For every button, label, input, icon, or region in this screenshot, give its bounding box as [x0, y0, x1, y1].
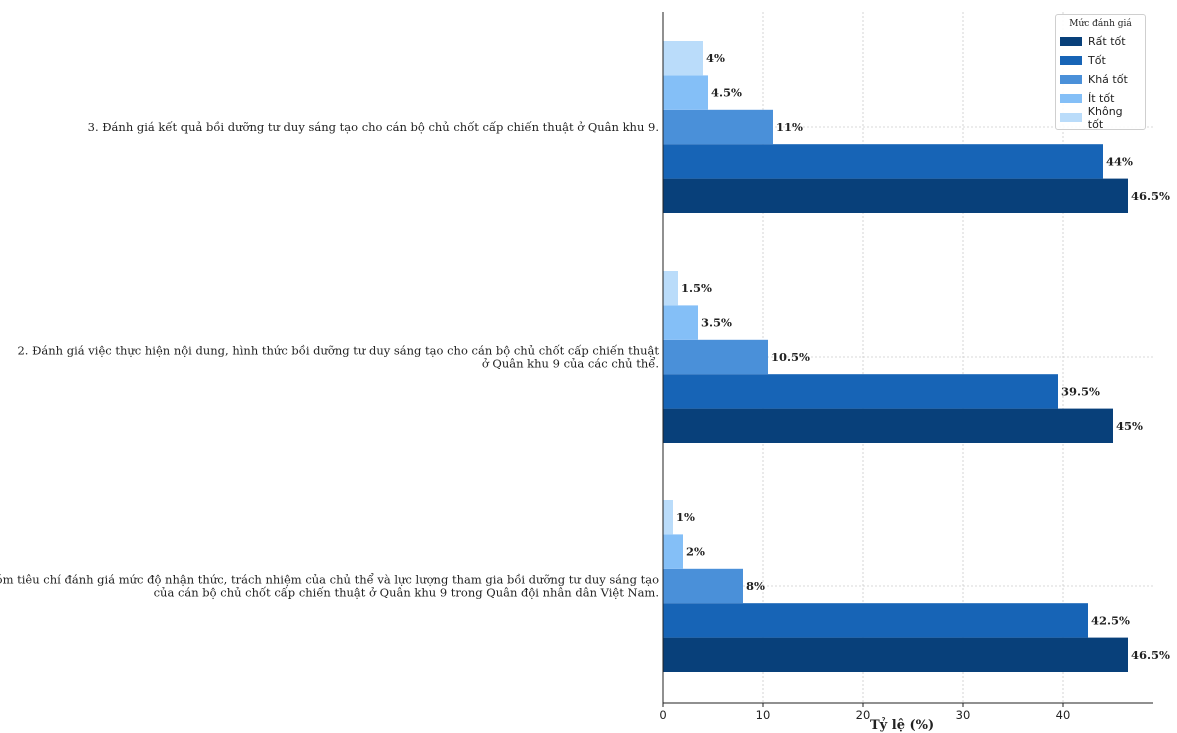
data-label: 46.5%: [1131, 189, 1170, 203]
legend-item: Tốt: [1060, 51, 1141, 70]
legend-label: Ít tốt: [1088, 92, 1115, 105]
data-label: 4.5%: [711, 86, 742, 100]
legend-label: Tốt: [1088, 54, 1106, 67]
x-axis-label: Tỷ lệ (%): [870, 718, 935, 733]
data-label: 44%: [1106, 154, 1133, 168]
x-tick-label: 30: [956, 708, 971, 722]
category-label: 1. Nhóm tiêu chí đánh giá mức độ nhận th…: [0, 573, 659, 587]
data-label: 4%: [706, 51, 725, 65]
legend-title: Mức đánh giá: [1069, 19, 1132, 29]
legend: Mức đánh giá Rất tốt Tốt Khá tốt Ít tốt Khôn…: [1055, 14, 1146, 131]
bar: [663, 178, 1128, 213]
data-label: 1%: [676, 510, 695, 524]
bar: [663, 568, 743, 604]
legend-swatch: [1060, 113, 1082, 122]
bar: [663, 109, 773, 145]
legend-item: Rất tốt: [1060, 32, 1141, 51]
bar: [663, 408, 1113, 443]
data-label: 39.5%: [1061, 384, 1100, 398]
axis-layer: 0 10 20 30 40: [659, 12, 1153, 722]
legend-label: Khá tốt: [1088, 73, 1128, 86]
legend-item: Không tốt: [1060, 105, 1141, 131]
x-tick-label: 40: [1056, 708, 1071, 722]
bar: [663, 75, 708, 110]
legend-item: Khá tốt: [1060, 70, 1141, 89]
data-label: 42.5%: [1091, 613, 1130, 627]
data-label: 1.5%: [681, 281, 712, 295]
legend-label: Không tốt: [1087, 104, 1123, 131]
bar-layer: [663, 41, 1128, 672]
bar: [663, 41, 703, 76]
data-label: 3.5%: [701, 316, 732, 330]
x-tick-label: 0: [659, 708, 666, 722]
data-label: 11%: [776, 120, 803, 134]
x-tick-label: 10: [756, 708, 771, 722]
data-label: 2%: [686, 545, 705, 559]
bar: [663, 637, 1128, 672]
legend-swatch: [1060, 56, 1082, 65]
category-label: ở Quân khu 9 của các chủ thể.: [482, 357, 659, 371]
category-label: của cán bộ chủ chốt cấp chiến thuật ở Qu…: [154, 586, 659, 600]
data-label: 45%: [1116, 419, 1143, 433]
bar: [663, 374, 1058, 409]
legend-swatch: [1060, 37, 1082, 46]
bar: [663, 144, 1103, 179]
category-label: 2. Đánh giá việc thực hiện nội dung, hìn…: [17, 344, 659, 358]
bar: [663, 305, 698, 340]
legend-label: Rất tốt: [1088, 35, 1126, 48]
legend-items: Rất tốt Tốt Khá tốt Ít tốt Không tốt: [1060, 32, 1141, 131]
bar: [663, 603, 1088, 638]
legend-item: Ít tốt: [1060, 89, 1141, 108]
bar: [663, 534, 683, 569]
bar: [663, 500, 673, 535]
legend-swatch: [1060, 75, 1082, 84]
x-tick-label: 20: [856, 708, 871, 722]
bar: [663, 271, 678, 306]
bar: [663, 339, 768, 375]
category-label: 3. Đánh giá kết quả bồi dưỡng tư duy sán…: [88, 120, 659, 134]
legend-swatch: [1060, 94, 1082, 103]
data-label: 46.5%: [1131, 648, 1170, 662]
data-label: 10.5%: [771, 350, 810, 364]
label-layer: 46.5% 42.5% 8% 2% 1% 1. Nhóm tiêu chí đánh gi…: [0, 51, 1170, 662]
data-label: 8%: [746, 579, 765, 593]
